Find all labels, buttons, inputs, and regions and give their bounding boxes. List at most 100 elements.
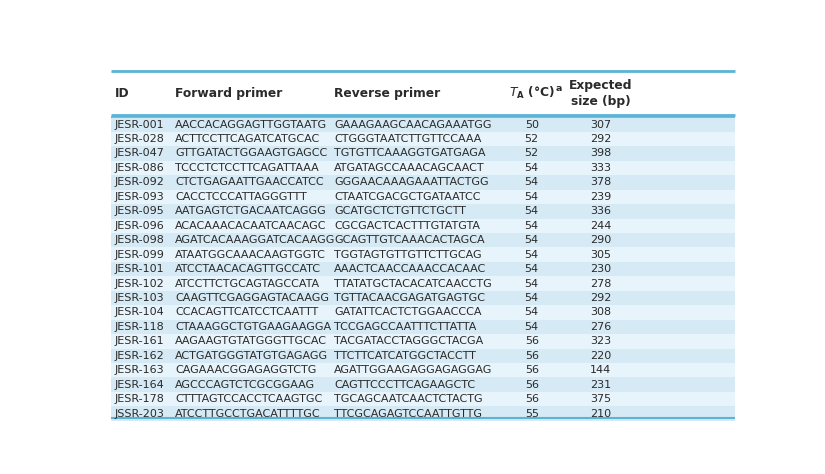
Text: 52: 52 xyxy=(525,148,539,158)
Text: ACACAAACACAATCAACAGC: ACACAAACACAATCAACAGC xyxy=(175,221,327,231)
Text: $T_{\mathregular{A}}$ (°C): $T_{\mathregular{A}}$ (°C) xyxy=(509,85,554,101)
Text: CTTTAGTCCACCTCAAGTGC: CTTTAGTCCACCTCAAGTGC xyxy=(175,394,323,404)
Text: a: a xyxy=(556,84,563,93)
Text: ATCCTTGCCTGACATTTTGC: ATCCTTGCCTGACATTTTGC xyxy=(175,409,321,419)
Text: JESR-178: JESR-178 xyxy=(115,394,164,404)
Bar xyxy=(111,161,735,175)
Text: TCCGAGCCAATTTCTTATTA: TCCGAGCCAATTTCTTATTA xyxy=(334,322,477,332)
Text: JESR-099: JESR-099 xyxy=(115,250,164,260)
Text: 54: 54 xyxy=(525,264,539,274)
Bar xyxy=(111,406,735,421)
Text: 210: 210 xyxy=(590,409,610,419)
Bar xyxy=(111,319,735,334)
Text: 56: 56 xyxy=(525,380,539,390)
Text: 56: 56 xyxy=(525,337,539,346)
Bar xyxy=(111,247,735,262)
Bar xyxy=(111,219,735,233)
Text: Expected
size (bp): Expected size (bp) xyxy=(568,79,632,108)
Text: TCCCTCTCCTTCAGATTAAA: TCCCTCTCCTTCAGATTAAA xyxy=(175,163,319,173)
Text: CTCTGAGAATTGAACCATCC: CTCTGAGAATTGAACCATCC xyxy=(175,177,323,187)
Text: ATGATAGCCAAACAGCAACT: ATGATAGCCAAACAGCAACT xyxy=(334,163,485,173)
Text: 239: 239 xyxy=(590,192,611,202)
Text: CAGAAACGGAGAGGTCTG: CAGAAACGGAGAGGTCTG xyxy=(175,365,317,375)
Text: 54: 54 xyxy=(525,293,539,303)
Bar xyxy=(111,190,735,204)
Text: 144: 144 xyxy=(590,365,611,375)
Bar xyxy=(111,72,735,115)
Text: 336: 336 xyxy=(590,206,610,216)
Text: JESR-104: JESR-104 xyxy=(115,308,164,318)
Text: CAGTTCCCTTCAGAAGCTC: CAGTTCCCTTCAGAAGCTC xyxy=(334,380,475,390)
Text: AGATCACAAAGGATCACAAGG: AGATCACAAAGGATCACAAGG xyxy=(175,235,336,245)
Text: GCAGTTGTCAAACACTAGCA: GCAGTTGTCAAACACTAGCA xyxy=(334,235,485,245)
Bar xyxy=(111,334,735,348)
Bar xyxy=(111,392,735,406)
Text: GAAAGAAGCAACAGAAATGG: GAAAGAAGCAACAGAAATGG xyxy=(334,119,492,129)
Text: 276: 276 xyxy=(590,322,611,332)
Text: 54: 54 xyxy=(525,177,539,187)
Text: 230: 230 xyxy=(590,264,610,274)
Text: 54: 54 xyxy=(525,221,539,231)
Text: ACTGATGGGTATGTGAGAGG: ACTGATGGGTATGTGAGAGG xyxy=(175,351,328,361)
Text: 398: 398 xyxy=(590,148,611,158)
Text: 54: 54 xyxy=(525,192,539,202)
Text: JESR-028: JESR-028 xyxy=(115,134,164,144)
Text: TTCTTCATCATGGCTACCTT: TTCTTCATCATGGCTACCTT xyxy=(334,351,476,361)
Text: 54: 54 xyxy=(525,235,539,245)
Text: JESR-161: JESR-161 xyxy=(115,337,164,346)
Text: 308: 308 xyxy=(590,308,610,318)
Text: 378: 378 xyxy=(590,177,611,187)
Text: 231: 231 xyxy=(590,380,610,390)
Bar xyxy=(111,118,735,132)
Text: JESR-001: JESR-001 xyxy=(115,119,164,129)
Bar xyxy=(111,363,735,377)
Text: JESR-164: JESR-164 xyxy=(115,380,164,390)
Text: 54: 54 xyxy=(525,206,539,216)
Text: GATATTCACTCTGGAACCCA: GATATTCACTCTGGAACCCA xyxy=(334,308,482,318)
Text: GCATGCTCTGTTCTGCTT: GCATGCTCTGTTCTGCTT xyxy=(334,206,466,216)
Text: 305: 305 xyxy=(590,250,610,260)
Text: ATCCTAACACAGTTGCCATC: ATCCTAACACAGTTGCCATC xyxy=(175,264,321,274)
Text: JESR-118: JESR-118 xyxy=(115,322,164,332)
Text: 292: 292 xyxy=(590,293,611,303)
Text: CAAGTTCGAGGAGTACAAGG: CAAGTTCGAGGAGTACAAGG xyxy=(175,293,329,303)
Bar xyxy=(111,291,735,305)
Text: 56: 56 xyxy=(525,394,539,404)
Text: 244: 244 xyxy=(590,221,611,231)
Text: 375: 375 xyxy=(590,394,610,404)
Text: AGATTGGAAGAGGAGAGGAG: AGATTGGAAGAGGAGAGGAG xyxy=(334,365,493,375)
Text: JESR-047: JESR-047 xyxy=(115,148,164,158)
Text: JSSR-203: JSSR-203 xyxy=(115,409,164,419)
Text: JESR-102: JESR-102 xyxy=(115,279,164,289)
Bar xyxy=(111,262,735,276)
Text: AAACTCAACCAAACCACAAC: AAACTCAACCAAACCACAAC xyxy=(334,264,487,274)
Text: JESR-096: JESR-096 xyxy=(115,221,164,231)
Text: ATAATGGCAAACAAGTGGTC: ATAATGGCAAACAAGTGGTC xyxy=(175,250,326,260)
Text: ATCCTTCTGCAGTAGCCATA: ATCCTTCTGCAGTAGCCATA xyxy=(175,279,320,289)
Text: AATGAGTCTGACAATCAGGG: AATGAGTCTGACAATCAGGG xyxy=(175,206,327,216)
Text: TTATATGCTACACATCAACCTG: TTATATGCTACACATCAACCTG xyxy=(334,279,492,289)
Text: JESR-092: JESR-092 xyxy=(115,177,164,187)
Text: ID: ID xyxy=(115,87,130,100)
Text: Reverse primer: Reverse primer xyxy=(334,87,441,100)
Text: CTAATCGACGCTGATAATCC: CTAATCGACGCTGATAATCC xyxy=(334,192,481,202)
Bar xyxy=(111,175,735,190)
Text: 278: 278 xyxy=(590,279,611,289)
Text: JESR-101: JESR-101 xyxy=(115,264,164,274)
Text: CTAAAGGCTGTGAAGAAGGA: CTAAAGGCTGTGAAGAAGGA xyxy=(175,322,332,332)
Text: 56: 56 xyxy=(525,351,539,361)
Text: 54: 54 xyxy=(525,163,539,173)
Bar xyxy=(111,305,735,319)
Text: JESR-095: JESR-095 xyxy=(115,206,164,216)
Bar xyxy=(111,276,735,291)
Text: CTGGGTAATCTTGTTCCAAA: CTGGGTAATCTTGTTCCAAA xyxy=(334,134,482,144)
Text: JESR-098: JESR-098 xyxy=(115,235,164,245)
Text: 54: 54 xyxy=(525,308,539,318)
Text: 290: 290 xyxy=(590,235,611,245)
Text: JESR-163: JESR-163 xyxy=(115,365,164,375)
Text: CCACAGTTCATCCTCAATTT: CCACAGTTCATCCTCAATTT xyxy=(175,308,318,318)
Text: JESR-093: JESR-093 xyxy=(115,192,164,202)
Text: ACTTCCTTCAGATCATGCAC: ACTTCCTTCAGATCATGCAC xyxy=(175,134,320,144)
Text: 292: 292 xyxy=(590,134,611,144)
Text: 54: 54 xyxy=(525,322,539,332)
